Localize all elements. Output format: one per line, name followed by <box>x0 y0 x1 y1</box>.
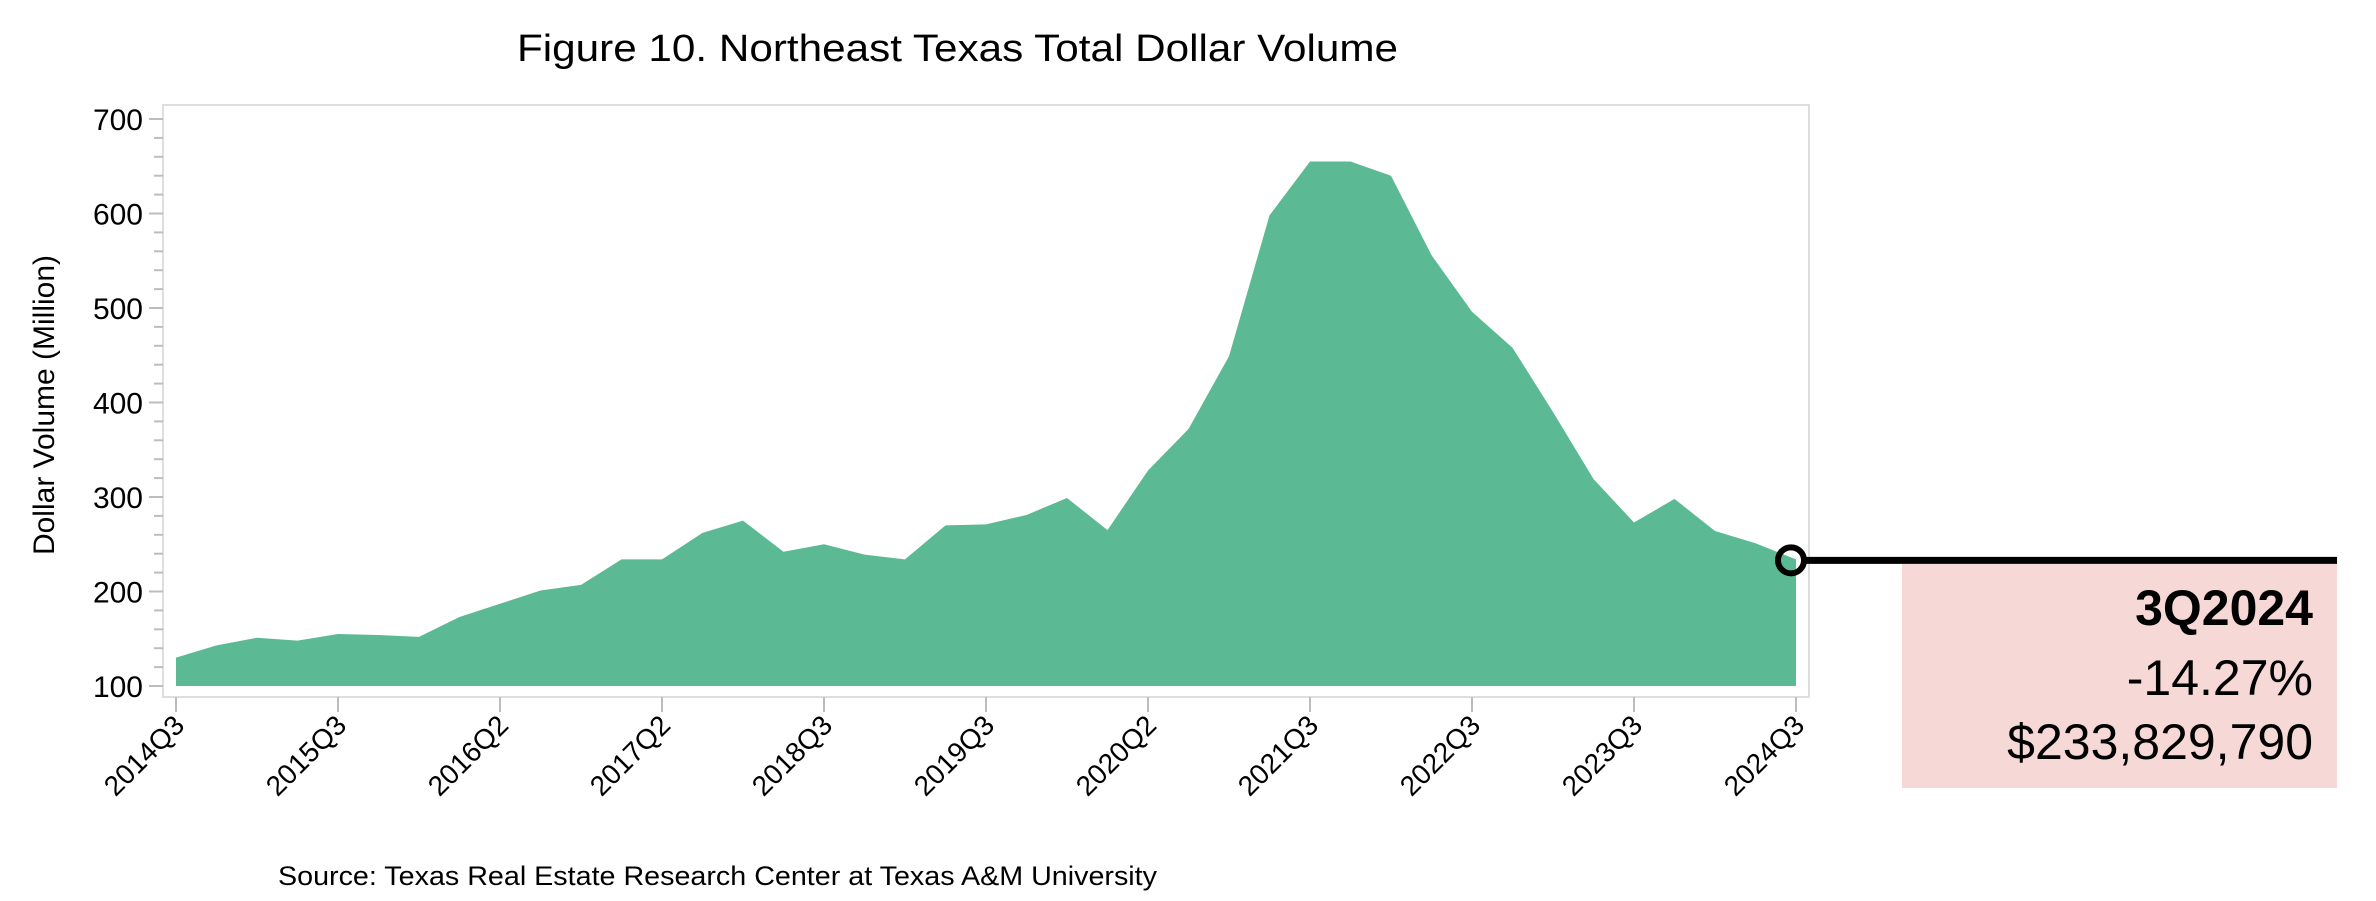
x-tick-label: 2017Q2 <box>584 709 676 801</box>
source-note: Source: Texas Real Estate Research Cente… <box>278 861 1158 891</box>
y-tick-label: 700 <box>93 104 143 137</box>
callout-period: 3Q2024 <box>2135 580 2313 636</box>
area-series <box>176 161 1796 686</box>
y-tick-label: 200 <box>93 577 143 610</box>
callout-dollar-value: $233,829,790 <box>2007 714 2313 770</box>
x-tick-label: 2021Q3 <box>1232 709 1324 801</box>
x-tick-label: 2019Q3 <box>908 709 1000 801</box>
callout-percent-change: -14.27% <box>2126 650 2313 706</box>
callout-box: 3Q2024 -14.27% $233,829,790 <box>1902 564 2337 788</box>
x-tick-label: 2023Q3 <box>1556 709 1648 801</box>
highlight-point-marker <box>1775 544 1807 577</box>
x-tick-label: 2018Q3 <box>746 709 838 801</box>
y-tick-label: 600 <box>93 199 143 232</box>
x-tick-label: 2024Q3 <box>1718 709 1810 801</box>
y-tick-label: 500 <box>93 293 143 326</box>
x-tick-label: 2015Q3 <box>260 709 352 801</box>
y-tick-label: 400 <box>93 388 143 421</box>
y-axis-label: Dollar Volume (Million) <box>28 255 61 555</box>
chart-title: Figure 10. Northeast Texas Total Dollar … <box>517 28 1398 70</box>
y-tick-label: 300 <box>93 482 143 515</box>
y-axis: 100 200 300 400 500 600 700 <box>93 104 163 704</box>
x-tick-label: 2020Q2 <box>1070 709 1162 801</box>
x-tick-label: 2022Q3 <box>1394 709 1486 801</box>
x-axis: 2014Q3 2015Q3 2016Q2 2017Q2 2018Q3 2019Q3 2020… <box>98 697 1810 802</box>
y-tick-label: 100 <box>93 671 143 704</box>
x-tick-label: 2016Q2 <box>422 709 514 801</box>
x-tick-label: 2014Q3 <box>98 709 190 801</box>
